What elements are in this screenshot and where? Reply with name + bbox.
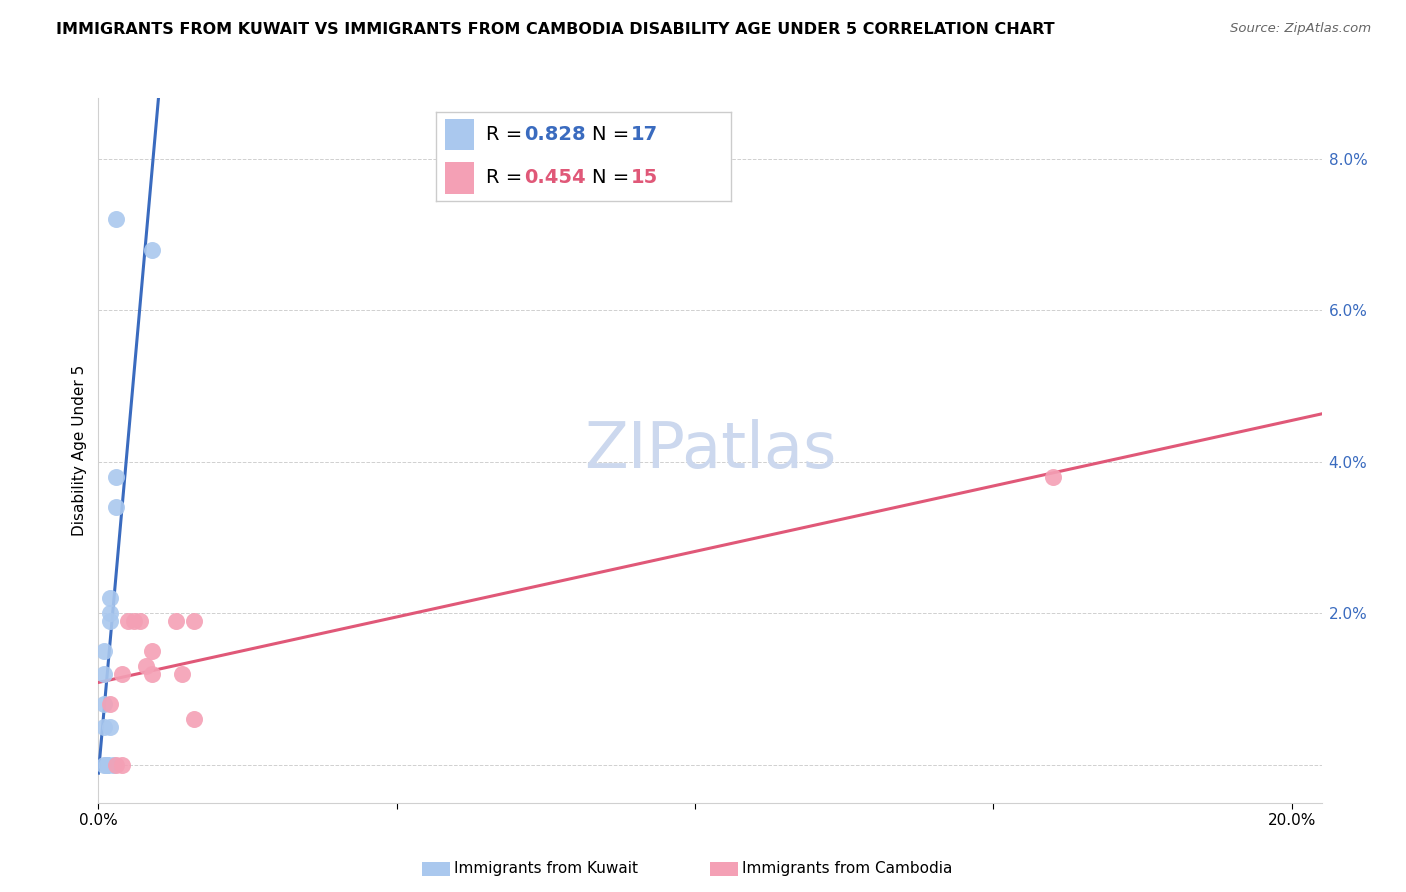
Point xyxy=(98,607,121,621)
Text: 0.454: 0.454 xyxy=(524,168,586,186)
Point xyxy=(98,720,121,734)
Point xyxy=(129,614,152,628)
Text: R =: R = xyxy=(486,125,529,144)
Point xyxy=(105,470,128,484)
Point xyxy=(93,667,115,681)
Point xyxy=(183,713,205,727)
Point xyxy=(93,720,115,734)
Text: 17: 17 xyxy=(631,125,658,144)
Point xyxy=(96,758,118,772)
Point xyxy=(170,667,193,681)
Text: N =: N = xyxy=(592,168,636,186)
Bar xyxy=(444,119,474,150)
Y-axis label: Disability Age Under 5: Disability Age Under 5 xyxy=(72,365,87,536)
Text: 0.828: 0.828 xyxy=(524,125,586,144)
Point xyxy=(93,644,115,658)
Point xyxy=(141,243,163,257)
Text: Source: ZipAtlas.com: Source: ZipAtlas.com xyxy=(1230,22,1371,36)
Point xyxy=(98,614,121,628)
Point xyxy=(117,614,139,628)
Point xyxy=(135,659,157,673)
Point xyxy=(165,614,187,628)
Text: IMMIGRANTS FROM KUWAIT VS IMMIGRANTS FROM CAMBODIA DISABILITY AGE UNDER 5 CORREL: IMMIGRANTS FROM KUWAIT VS IMMIGRANTS FRO… xyxy=(56,22,1054,37)
Text: N =: N = xyxy=(592,125,636,144)
Point xyxy=(141,667,163,681)
Text: Immigrants from Kuwait: Immigrants from Kuwait xyxy=(454,862,638,876)
Point xyxy=(96,758,118,772)
Point xyxy=(122,614,145,628)
Text: Immigrants from Cambodia: Immigrants from Cambodia xyxy=(742,862,953,876)
Point xyxy=(105,758,128,772)
Text: ZIPatlas: ZIPatlas xyxy=(583,419,837,482)
Point xyxy=(105,500,128,515)
Point xyxy=(93,698,115,712)
Point xyxy=(111,758,134,772)
Point xyxy=(1042,470,1064,484)
Point xyxy=(93,758,115,772)
Point xyxy=(103,758,125,772)
Point xyxy=(98,698,121,712)
Bar xyxy=(444,162,474,194)
Point xyxy=(96,758,118,772)
Point xyxy=(98,591,121,606)
Text: R =: R = xyxy=(486,168,529,186)
Point xyxy=(141,644,163,658)
Point xyxy=(105,212,128,227)
Text: 15: 15 xyxy=(631,168,658,186)
Point xyxy=(183,614,205,628)
Point xyxy=(111,667,134,681)
